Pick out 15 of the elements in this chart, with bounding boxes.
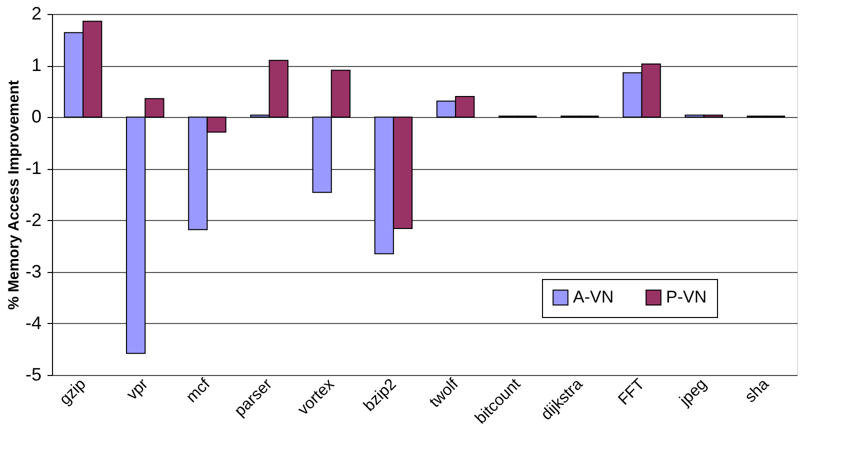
y-axis-title: % Memory Access Improvement <box>5 80 22 310</box>
y-tick-label: -5 <box>25 364 42 384</box>
legend-label: A-VN <box>573 288 614 307</box>
legend-label: P-VN <box>666 288 707 307</box>
y-tick-label: 1 <box>31 55 42 76</box>
y-tick-label: 0 <box>31 106 42 127</box>
x-tick-label: vpr <box>124 375 152 404</box>
y-tick-label: -2 <box>25 210 42 230</box>
y-tick-label: -4 <box>25 312 42 333</box>
y-tick-label: -1 <box>25 158 42 178</box>
x-tick-label: mcf <box>183 375 214 406</box>
x-tick-label: gzip <box>56 376 90 409</box>
y-tick-label: -3 <box>25 261 42 282</box>
x-tick-label: sha <box>742 376 772 406</box>
y-tick-label: 2 <box>31 4 42 24</box>
